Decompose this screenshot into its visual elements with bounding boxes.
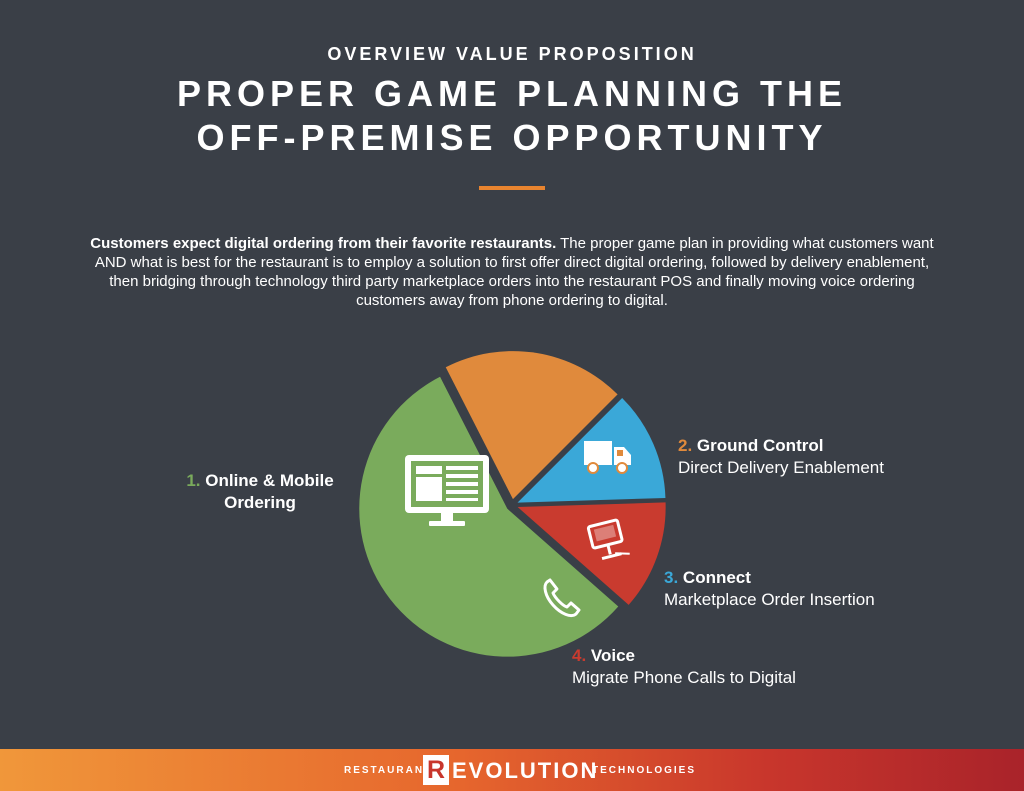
pie-slice-voice <box>517 502 666 605</box>
intro-body-text: The proper game plan in providing what c… <box>94 235 934 309</box>
slice-number: 2. <box>678 436 693 455</box>
footer-brand-bar: RESTAURANT R EVOLUTION TECHNOLOGIES <box>0 749 1024 791</box>
title-divider <box>479 186 545 190</box>
computer-monitor-icon <box>405 455 489 526</box>
slice-title-line2: Ordering <box>224 493 296 512</box>
slice-title: Voice <box>590 646 636 665</box>
slice-label-voice: 4. Voice Migrate Phone Calls to Digital <box>572 645 796 689</box>
slice-label-ground-control: 2. Ground Control Direct Delivery Enable… <box>678 435 884 479</box>
page-title: PROPER GAME PLANNING THE OFF-PREMISE OPP… <box>0 72 1024 160</box>
slice-title: Connect <box>682 568 751 587</box>
slice-label-online-mobile: 1. Online & Mobile Ordering <box>178 470 342 514</box>
delivery-truck-icon <box>584 441 631 474</box>
title-line-2: OFF-PREMISE OPPORTUNITY <box>196 117 828 158</box>
slice-subtitle: Direct Delivery Enablement <box>678 458 884 477</box>
slice-title: Ground Control <box>696 436 824 455</box>
pie-slice-ground-control <box>445 351 618 500</box>
pos-terminal-icon <box>586 518 630 560</box>
brand-logo-word: EVOLUTION <box>452 758 599 783</box>
slice-label-connect: 3. Connect Marketplace Order Insertion <box>664 567 875 611</box>
intro-paragraph: Customers expect digital ordering from t… <box>82 234 942 310</box>
title-line-1: PROPER GAME PLANNING THE <box>176 73 848 114</box>
brand-logo-mark: R <box>423 755 449 785</box>
slice-subtitle: Migrate Phone Calls to Digital <box>572 668 796 687</box>
pie-icons <box>405 441 631 618</box>
phone-icon <box>543 578 581 618</box>
footer-left-word: RESTAURANT <box>344 765 433 776</box>
slice-number: 4. <box>572 646 587 665</box>
slice-number: 1. <box>186 471 201 490</box>
slice-title: Online & Mobile <box>205 471 334 490</box>
eyebrow-heading: OVERVIEW VALUE PROPOSITION <box>327 44 697 64</box>
footer-right-word: TECHNOLOGIES <box>592 765 697 776</box>
intro-bold-sentence: Customers expect digital ordering from t… <box>90 235 557 252</box>
slice-subtitle: Marketplace Order Insertion <box>664 590 875 609</box>
slice-number: 3. <box>664 568 679 587</box>
